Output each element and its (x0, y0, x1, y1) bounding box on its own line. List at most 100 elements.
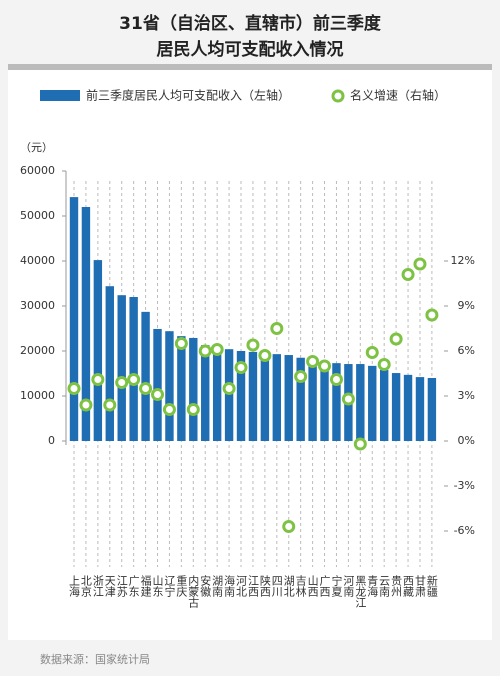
dot (79, 398, 93, 412)
y2-tick-label: 9% (458, 299, 475, 312)
bar (236, 351, 246, 441)
dot (413, 257, 427, 271)
bar (403, 374, 413, 441)
bar (141, 311, 150, 441)
x-tick-label: 河北 (235, 575, 248, 597)
unit-label: （元） (20, 141, 53, 154)
x-tick-label: 河南 (342, 575, 355, 597)
bar (248, 351, 258, 441)
x-tick-label: 新疆 (425, 574, 438, 597)
x-tick-label: 四川 (270, 575, 283, 597)
dot (246, 338, 260, 352)
y-tick-label: 30000 (20, 299, 55, 312)
bar (332, 363, 341, 441)
source: 数据来源：国家统计局 (40, 652, 150, 666)
y2-tick-label: -3% (454, 479, 475, 492)
bar (224, 349, 234, 441)
x-tick-label: 湖南 (211, 575, 224, 597)
x-tick-label: 江西 (246, 575, 259, 597)
y2-tick-label: 12% (451, 254, 475, 267)
bar (165, 331, 174, 441)
x-tick-label: 北京 (79, 575, 92, 598)
y-tick-label: 50000 (20, 209, 55, 222)
x-tick-label: 重庆 (175, 574, 188, 598)
y2-tick-label: 0% (458, 434, 475, 447)
dot (365, 346, 379, 359)
x-tick-label: 江苏 (115, 575, 128, 598)
dot (139, 382, 153, 395)
x-tick-label: 内蒙古 (187, 574, 200, 608)
bar (272, 354, 282, 441)
dot (270, 322, 284, 335)
dot (91, 373, 105, 386)
dot (294, 370, 308, 383)
dot (341, 392, 355, 406)
bar (212, 346, 222, 441)
bar (320, 361, 329, 441)
dot (174, 337, 188, 350)
x-tick-label: 上海 (68, 575, 81, 598)
x-tick-label: 福建 (139, 574, 152, 598)
dot (329, 373, 343, 386)
bar (153, 328, 162, 441)
x-tick-label: 广东 (127, 575, 140, 597)
bar (296, 357, 305, 441)
bar (189, 337, 198, 441)
x-tick-label: 西藏 (402, 575, 415, 598)
bar (81, 207, 91, 441)
x-tick-label: 宁夏 (330, 574, 343, 597)
dot (353, 437, 367, 451)
bar (284, 355, 293, 441)
x-tick-label: 广西 (318, 575, 331, 597)
legend-label: 名义增速（右轴） (350, 88, 446, 103)
dot (127, 373, 141, 386)
y-tick-label: 20000 (20, 344, 55, 357)
bar (260, 354, 270, 441)
x-tick-label: 山西 (306, 575, 319, 597)
dot (186, 403, 200, 416)
dot (210, 343, 224, 356)
dot (377, 358, 391, 371)
dot (318, 359, 332, 373)
y-tick-label: 10000 (20, 389, 55, 402)
bar (308, 360, 317, 441)
dot (401, 268, 415, 281)
y2-tick-label: -6% (454, 524, 475, 537)
bar (368, 365, 377, 441)
dot (258, 349, 272, 362)
bar (356, 364, 365, 441)
bar (117, 295, 126, 441)
bar (177, 336, 186, 441)
x-tick-label: 湖北 (282, 575, 295, 597)
dot (198, 344, 212, 358)
x-tick-label: 天津 (103, 575, 116, 597)
y2-tick-label: 3% (458, 389, 475, 402)
bar (129, 297, 138, 441)
x-tick-label: 吉林 (294, 575, 307, 597)
dot (222, 382, 236, 395)
bar (69, 197, 79, 441)
x-tick-label: 黑龙江 (354, 575, 367, 608)
dot (282, 520, 296, 533)
dot (389, 332, 403, 346)
bar (415, 377, 425, 441)
chart-title: 31省（自治区、直辖市）前三季度 (119, 13, 382, 34)
bar (105, 286, 114, 441)
bar (391, 373, 401, 441)
y2-tick-label: 6% (458, 344, 475, 357)
dot (115, 376, 129, 389)
dot (306, 355, 320, 368)
title-rule (8, 64, 492, 70)
bar (379, 369, 389, 441)
x-tick-label: 甘肃 (413, 575, 426, 598)
x-tick-label: 青海 (366, 575, 379, 598)
legend-label: 前三季度居民人均可支配收入（左轴） (86, 88, 290, 103)
x-tick-label: 山东 (151, 575, 164, 597)
x-tick-label: 浙江 (91, 575, 104, 597)
legend-swatch (331, 89, 345, 103)
bar (427, 378, 437, 441)
dot (151, 388, 165, 401)
legend-swatch (40, 90, 80, 101)
dot (103, 398, 117, 412)
